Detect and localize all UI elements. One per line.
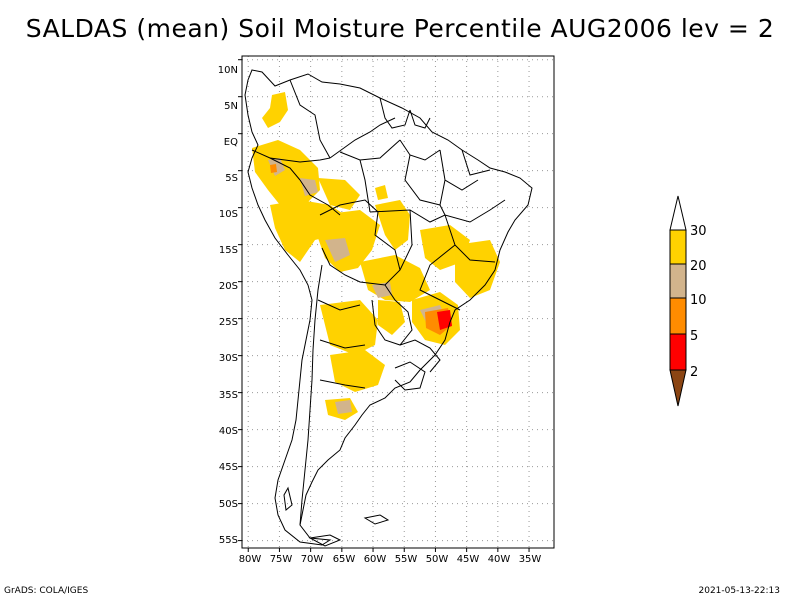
lat-label: 35S (219, 390, 238, 401)
island-tierra-del-fuego (308, 534, 342, 547)
border-colombia-peru (269, 157, 331, 163)
legend-label: 20 (690, 259, 707, 274)
lon-label: 35W (519, 554, 542, 565)
lat-label: 55S (219, 535, 238, 546)
border-brazil-states-8 (399, 139, 441, 161)
border-peru-ecuador (251, 149, 301, 181)
border-brazil-states-7 (461, 149, 491, 176)
shading-2-5 (437, 310, 452, 330)
lat-label: 40S (219, 426, 238, 437)
patch-tan-pampa (335, 400, 352, 414)
country-borders (244, 69, 533, 547)
border-brazil-states-11 (359, 159, 371, 213)
lon-label: 45W (457, 554, 480, 565)
percentile-shading (252, 92, 500, 420)
border-argentina-brazil (399, 339, 441, 373)
plot-frame (241, 55, 555, 549)
lat-label: 5S (225, 173, 238, 184)
patch-argentina-north (330, 350, 385, 392)
patch-tan-peru (268, 158, 285, 176)
island-malvinas (363, 514, 390, 525)
legend-label: 2 (690, 365, 698, 380)
border-peru-brazil (299, 179, 341, 216)
border-guyana (379, 97, 411, 129)
legend-swatch-20-30 (669, 229, 687, 265)
border-brazil-states-4 (419, 244, 461, 311)
border-brazil-states-9 (404, 154, 441, 206)
patch-brazil-central (375, 200, 410, 250)
patch-minas (455, 240, 500, 298)
border-chile-argentina (299, 264, 323, 526)
patch-red-parana (437, 310, 452, 330)
patch-tan-acre (300, 178, 318, 196)
lon-label: 75W (270, 554, 293, 565)
border-colombia-venezuela (289, 79, 331, 159)
lat-label: 10N (218, 65, 238, 76)
border-brazil-states-3 (444, 214, 496, 263)
border-brazil-states-5 (439, 149, 479, 191)
lon-label: 50W (426, 554, 449, 565)
legend-swatch-above-30 (669, 195, 687, 231)
border-brazil-states-6 (439, 179, 446, 216)
lat-label: 10S (219, 209, 238, 220)
patch-brazil-west (318, 178, 360, 210)
lon-label: 40W (488, 554, 511, 565)
footer-timestamp: 2021-05-13-22:13 (698, 586, 781, 596)
island-chiloe (283, 486, 293, 511)
legend-labels: 30 20 10 5 2 (690, 224, 707, 380)
longitude-labels: 80W 75W 70W 65W 60W 55W 50W 45W 40W 35W (239, 554, 542, 565)
color-legend (669, 195, 687, 407)
legend-swatch-10-20 (669, 263, 687, 299)
border-bolivia (319, 199, 401, 286)
lon-label: 55W (395, 554, 418, 565)
legend-swatch-5-10 (669, 297, 687, 335)
lat-label: EQ (224, 137, 238, 148)
lat-label: 30S (219, 353, 238, 364)
patch-paraguay (378, 300, 405, 335)
patch-chaco (320, 300, 378, 355)
legend-label: 30 (690, 224, 707, 239)
border-brazil-paraguay (371, 284, 413, 346)
lon-label: 80W (239, 554, 262, 565)
legend-label: 10 (690, 293, 707, 308)
legend-swatch-2-5 (669, 333, 687, 371)
patch-mato-grosso (360, 255, 430, 302)
patch-orange-peru (270, 164, 277, 173)
border-brazil-states-10 (339, 139, 401, 161)
border-uruguay (394, 361, 426, 391)
patch-colombia (262, 92, 288, 128)
grid-lines (238, 56, 554, 552)
border-brazil-states-2 (399, 209, 413, 271)
lon-label: 60W (364, 554, 387, 565)
latitude-labels: 10N 5N EQ 5S 10S 15S 20S 25S 30S 35S 40S… (218, 65, 238, 546)
border-venezuela-brazil (329, 117, 396, 159)
lon-label: 65W (333, 554, 356, 565)
border-argentina-provinces (317, 299, 366, 389)
lat-label: 45S (219, 462, 238, 473)
map-title: SALDAS (mean) Soil Moisture Percentile A… (25, 14, 775, 43)
patch-peru-north (252, 140, 320, 215)
patch-ne-brazil (375, 185, 388, 200)
patch-tan-mato (372, 282, 392, 298)
lat-label: 15S (219, 245, 238, 256)
legend-label: 5 (690, 329, 698, 344)
lat-label: 5N (224, 101, 238, 112)
south-america-coastline (244, 69, 533, 546)
patch-tan-bolivia (325, 238, 350, 262)
lat-label: 20S (219, 281, 238, 292)
footer-credit: GrADS: COLA/IGES (4, 586, 89, 596)
border-suriname (409, 109, 431, 129)
lat-label: 25S (219, 317, 238, 328)
lon-label: 70W (301, 554, 324, 565)
lat-label: 50S (219, 499, 238, 510)
legend-swatch-below-2 (669, 369, 687, 407)
